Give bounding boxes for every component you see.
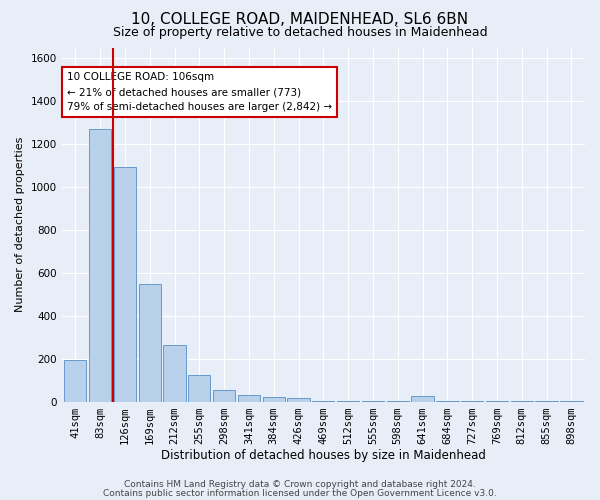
Bar bbox=[213, 390, 235, 402]
Text: 10, COLLEGE ROAD, MAIDENHEAD, SL6 6BN: 10, COLLEGE ROAD, MAIDENHEAD, SL6 6BN bbox=[131, 12, 469, 28]
X-axis label: Distribution of detached houses by size in Maidenhead: Distribution of detached houses by size … bbox=[161, 450, 486, 462]
Bar bbox=[139, 284, 161, 402]
Bar bbox=[64, 360, 86, 402]
Bar bbox=[287, 398, 310, 402]
Bar bbox=[114, 167, 136, 402]
Bar bbox=[238, 395, 260, 402]
Bar bbox=[386, 401, 409, 402]
Text: 10 COLLEGE ROAD: 106sqm
← 21% of detached houses are smaller (773)
79% of semi-d: 10 COLLEGE ROAD: 106sqm ← 21% of detache… bbox=[67, 72, 332, 112]
Bar bbox=[163, 346, 185, 402]
Bar bbox=[337, 401, 359, 402]
Bar bbox=[362, 401, 384, 402]
Text: Size of property relative to detached houses in Maidenhead: Size of property relative to detached ho… bbox=[113, 26, 487, 39]
Bar bbox=[461, 401, 484, 402]
Bar bbox=[312, 400, 334, 402]
Bar bbox=[436, 401, 458, 402]
Bar bbox=[486, 401, 508, 402]
Text: Contains public sector information licensed under the Open Government Licence v3: Contains public sector information licen… bbox=[103, 488, 497, 498]
Bar bbox=[535, 401, 558, 402]
Bar bbox=[412, 396, 434, 402]
Bar bbox=[263, 398, 285, 402]
Bar bbox=[511, 401, 533, 402]
Bar bbox=[188, 376, 211, 402]
Bar bbox=[89, 130, 111, 402]
Bar bbox=[560, 401, 583, 402]
Text: Contains HM Land Registry data © Crown copyright and database right 2024.: Contains HM Land Registry data © Crown c… bbox=[124, 480, 476, 489]
Y-axis label: Number of detached properties: Number of detached properties bbox=[15, 137, 25, 312]
